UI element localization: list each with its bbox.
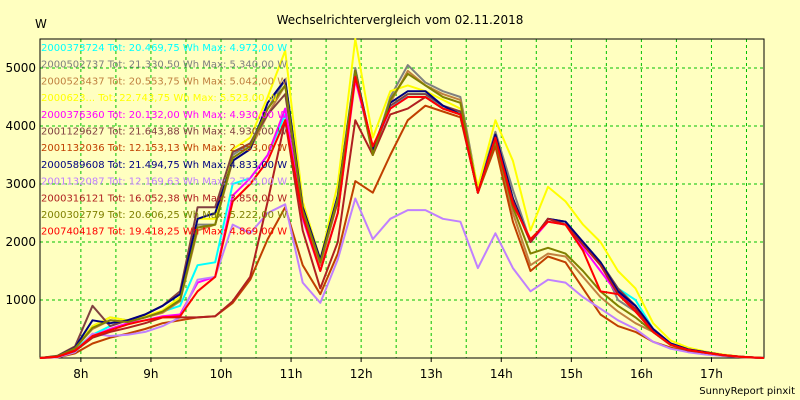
plot-frame [39,38,765,359]
y-tick-label: 3000 [5,177,36,191]
x-tick-label: 17h [700,367,723,381]
x-tick-label: 11h [280,367,303,381]
x-tick-label: 15h [560,367,583,381]
legend-entry: 2001129627 Tot: 21.643,88 Wh Max: 4.930,… [41,127,287,138]
x-tick-label: 9h [143,367,158,381]
x-tick-label: 8h [73,367,88,381]
x-tick-label: 14h [490,367,513,381]
series-line-7 [39,104,765,359]
legend-entry: 2000589608 Tot: 21.494,75 Wh Max: 4.833,… [41,160,287,171]
axes: 1000 2000 3000 4000 5000 8h 9h 10h 11h 12h 13h 14h 1… [5,38,765,381]
legend-entry: 2000373724 Tot: 20.469,75 Wh Max: 4.972,… [41,43,287,54]
legend-entry: 2001132036 Tot: 12.153,13 Wh Max: 2.353,… [41,143,287,154]
x-tick-label: 13h [420,367,443,381]
legend-entry: 2000523437 Tot: 20.553,75 Wh Max: 5.042,… [41,76,287,87]
y-axis-unit: W [35,17,47,31]
grid [40,39,764,358]
legend-entry: 2000623... Tot: 22.743,75 Wh Max: 5.523,… [41,93,278,104]
x-tick-label: 16h [630,367,653,381]
legend-entry: 2000502737 Tot: 21.330,50 Wh Max: 5.340,… [41,60,287,71]
credit-text: SunnyReport pinxit [699,386,795,397]
series-line-8 [39,69,765,359]
x-tick-label: 12h [350,367,373,381]
legend-entry: 2001132087 Tot: 12.169,63 Wh Max: 2.755,… [41,177,287,188]
y-tick-label: 5000 [5,61,36,75]
y-tick-label: 2000 [5,235,36,249]
x-tick-label: 10h [210,367,233,381]
series-line-12 [39,75,765,359]
series-line-9 [39,197,765,359]
legend-entry: 2007404187 Tot: 19.418,25 Wh Max: 4.869,… [41,227,287,238]
series-line-11 [39,69,765,359]
legend-entry: 2000316121 Tot: 16.052,38 Wh Max: 3.850,… [41,193,287,204]
legend: 2000373724 Tot: 20.469,75 Wh Max: 4.972,… [41,43,287,238]
chart-title: Wechselrichtervergleich vom 02.11.2018 [277,13,524,27]
legend-entry: 2000302779 Tot: 20.606,25 Wh Max: 5.222,… [41,210,287,221]
y-tick-label: 1000 [5,293,36,307]
series-group [39,38,765,359]
legend-entry: 2000376360 Tot: 20.132,00 Wh Max: 4.930,… [41,110,287,121]
y-tick-label: 4000 [5,119,36,133]
